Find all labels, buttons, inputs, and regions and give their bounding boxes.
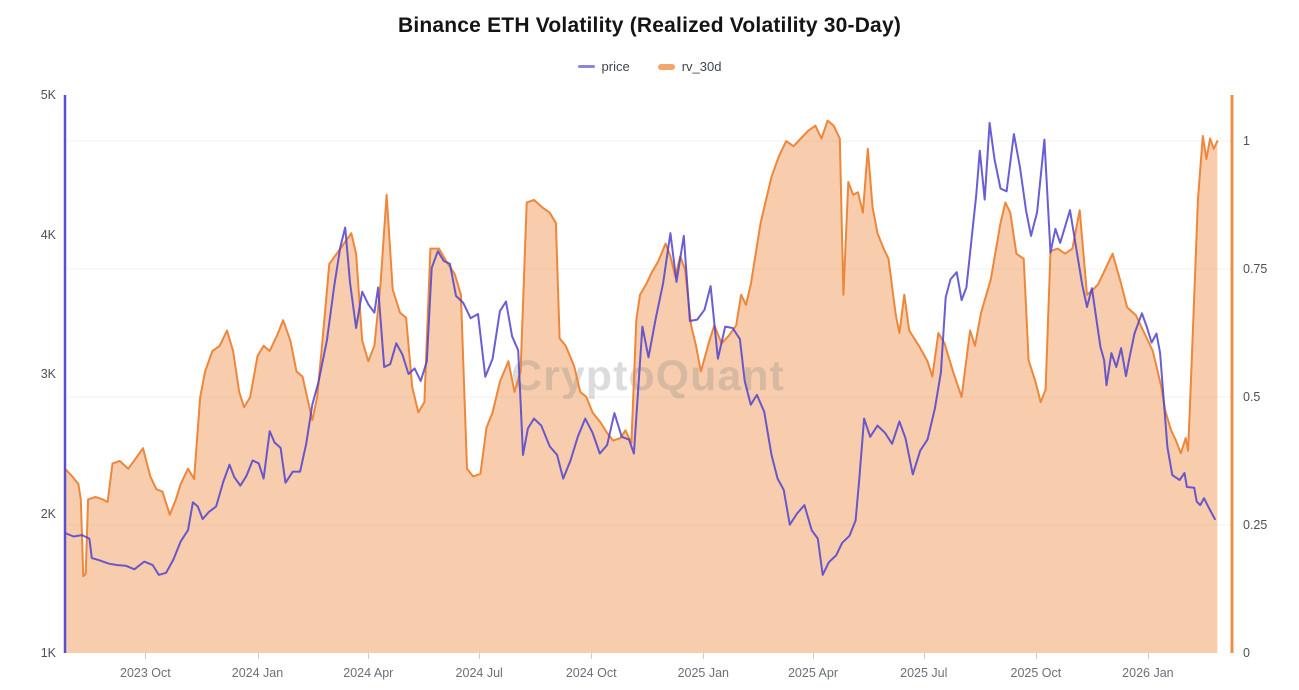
x-axis-tick-mark [1147, 653, 1149, 659]
y-axis-right-label: 0 [1243, 646, 1250, 660]
x-axis-tick-mark [257, 653, 259, 659]
x-axis-label: 2024 Jul [455, 666, 503, 680]
x-axis-label: 2025 Jul [900, 666, 948, 680]
x-axis-tick-mark [813, 653, 814, 659]
legend-label-rv30d: rv_30d [681, 59, 722, 74]
y-axis-right-label: 1 [1243, 134, 1250, 149]
y-axis-left-label: 3K [40, 367, 56, 381]
x-axis-label: 2026 Jan [1122, 666, 1174, 680]
x-axis-label: 2024 Apr [343, 666, 394, 680]
x-axis-label: 2025 Apr [787, 666, 839, 680]
y-axis-left-label: 5K [40, 88, 56, 102]
y-axis-right-label: 0.75 [1243, 262, 1268, 277]
y-axis-left-label: 2K [40, 506, 56, 521]
x-axis-tick-mark [145, 653, 147, 659]
rv30d-legend-swatch [657, 63, 675, 70]
x-axis-tick-mark [368, 653, 370, 659]
x-axis-tick-mark [703, 653, 705, 659]
legend-item-price[interactable]: price [577, 59, 630, 74]
legend-item-rv30d[interactable]: rv_30d [657, 59, 722, 74]
x-axis-tick-mark [591, 653, 593, 659]
y-axis-left-label: 1K [40, 646, 56, 660]
chart-legend: price rv_30d [0, 59, 1299, 74]
rv30d-line [64, 119, 1219, 578]
legend-label-price: price [601, 59, 630, 74]
x-axis-tick-mark [923, 653, 925, 659]
x-axis-tick-mark [1035, 653, 1037, 659]
x-axis-label: 2025 Jan [677, 666, 730, 680]
price-legend-swatch [577, 65, 595, 68]
cryptoquant-watermark: CryptoQuant [511, 352, 785, 400]
price-line [64, 121, 1216, 576]
rv30d-area-fill [65, 120, 1218, 654]
x-axis-tick-mark [479, 653, 481, 659]
x-axis-label: 2024 Jan [231, 666, 284, 680]
y-axis-left-label: 4K [40, 227, 56, 242]
y-axis-right-label: 0.25 [1243, 518, 1268, 533]
x-axis-label: 2024 Oct [565, 666, 617, 680]
x-axis-label: 2025 Oct [1010, 666, 1062, 680]
x-axis-label: 2023 Oct [120, 666, 171, 680]
chart-title: Binance ETH Volatility (Realized Volatil… [397, 14, 902, 37]
y-axis-right-label: 0.5 [1243, 390, 1261, 405]
